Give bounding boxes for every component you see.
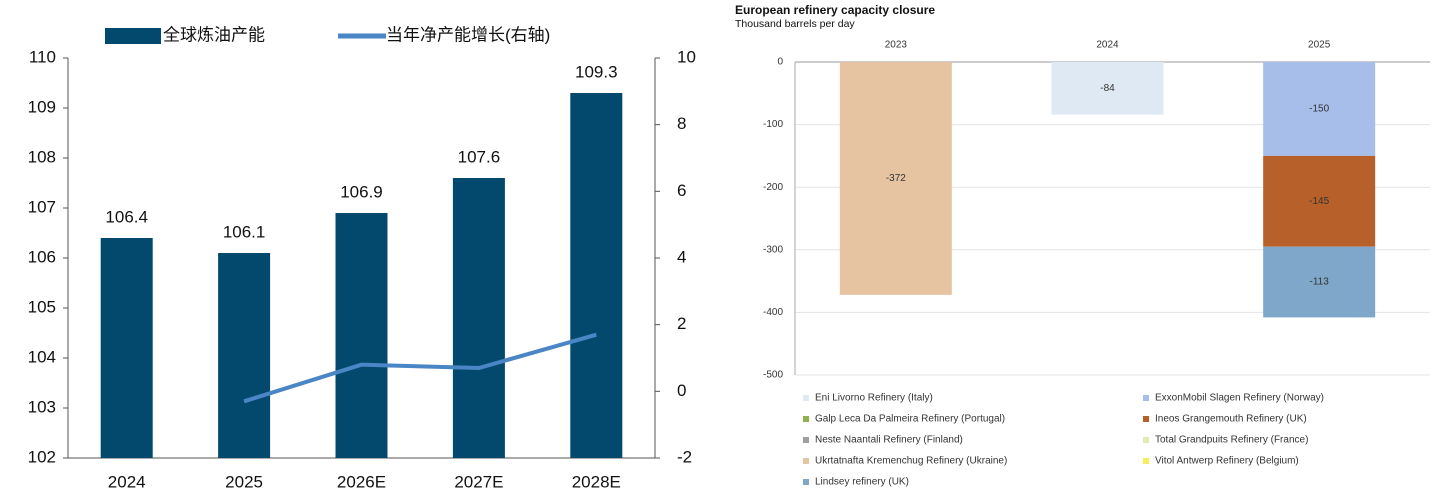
legend-swatch [1143, 395, 1149, 401]
legend-swatch [105, 28, 161, 44]
data-label: 107.6 [458, 147, 501, 166]
data-label: 106.1 [223, 222, 266, 241]
y2-tick-label: 6 [677, 181, 686, 200]
legend-swatch [1143, 458, 1149, 464]
legend-label: 全球炼油产能 [163, 25, 265, 44]
y-tick-label: 0 [777, 57, 783, 68]
y-tick-label: 110 [29, 47, 56, 66]
y-tick-label: -400 [763, 307, 783, 318]
chart-title: European refinery capacity closure [735, 3, 935, 17]
bar-segment [1263, 155, 1376, 247]
data-label: 109.3 [575, 62, 618, 81]
legend-label: 当年净产能增长(右轴) [386, 25, 550, 44]
y-tick-label: -500 [763, 370, 783, 381]
legend-swatch [803, 479, 809, 485]
y-tick-label: 107 [28, 197, 56, 216]
data-label: -84 [1100, 83, 1115, 94]
right-chart: European refinery capacity closure Thous… [735, 3, 1430, 488]
bar-segment [1051, 62, 1164, 115]
legend-label: Neste Naantali Refinery (Finland) [815, 435, 963, 446]
bar [570, 93, 623, 458]
y-tick-label: -100 [763, 119, 783, 130]
legend-label: Vitol Antwerp Refinery (Belgium) [1155, 456, 1299, 467]
legend-swatch [803, 458, 809, 464]
y2-tick-label: 10 [677, 47, 696, 66]
y-tick-label: 104 [28, 347, 56, 366]
bar [100, 238, 153, 458]
x-tick-label: 2023 [885, 40, 908, 51]
y-tick-label: 106 [28, 247, 56, 266]
legend-swatch [1143, 416, 1149, 422]
bar [335, 213, 388, 458]
data-label: -150 [1309, 104, 1329, 115]
legend-label: Total Grandpuits Refinery (France) [1155, 435, 1308, 446]
y-tick-label: 109 [28, 97, 56, 116]
legend-label: Lindsey refinery (UK) [815, 477, 909, 488]
y-tick-label: 108 [28, 147, 56, 166]
bar-segment [1263, 246, 1376, 318]
legend-label: Ineos Grangemouth Refinery (UK) [1155, 414, 1307, 425]
legend-swatch [803, 395, 809, 401]
data-label: -145 [1309, 196, 1329, 207]
x-tick-label: 2026E [337, 472, 386, 491]
data-label: -113 [1310, 277, 1330, 288]
y2-tick-label: -2 [677, 447, 692, 466]
x-tick-label: 2028E [572, 472, 621, 491]
legend-label: Galp Leca Da Palmeira Refinery (Portugal… [815, 414, 1005, 425]
y2-tick-label: 0 [677, 381, 686, 400]
data-label: 106.4 [105, 207, 148, 226]
y2-tick-label: 4 [677, 247, 686, 266]
x-tick-label: 2027E [454, 472, 503, 491]
line [243, 332, 597, 404]
data-label: -372 [886, 173, 906, 184]
x-tick-label: 2025 [225, 472, 263, 491]
y2-tick-label: 2 [677, 314, 686, 333]
legend-label: ExxonMobil Slagen Refinery (Norway) [1155, 393, 1324, 404]
data-label: 106.9 [340, 182, 383, 201]
legend-swatch [803, 416, 809, 422]
y-tick-label: 103 [28, 397, 56, 416]
y-tick-label: 102 [28, 447, 56, 466]
legend-label: Ukrtatnafta Kremenchug Refinery (Ukraine… [815, 456, 1007, 467]
y-tick-label: -300 [763, 244, 783, 255]
y-tick-label: 105 [28, 297, 56, 316]
legend-swatch [1143, 437, 1149, 443]
y-tick-label: -200 [763, 182, 783, 193]
chart-subtitle: Thousand barrels per day [735, 18, 855, 30]
x-tick-label: 2024 [108, 472, 146, 491]
legend-swatch [803, 437, 809, 443]
bar [452, 178, 505, 458]
bar [218, 253, 271, 458]
left-chart: 102 103 104 105 106 107 108 109 110 -2 0 2 4 6 8 10 2024… [28, 25, 696, 491]
x-tick-label: 2024 [1096, 40, 1119, 51]
legend-label: Eni Livorno Refinery (Italy) [815, 393, 933, 404]
y2-tick-label: 8 [677, 114, 686, 133]
bar-segment [839, 62, 952, 295]
bar-segment [1263, 62, 1376, 156]
x-tick-label: 2025 [1308, 40, 1331, 51]
